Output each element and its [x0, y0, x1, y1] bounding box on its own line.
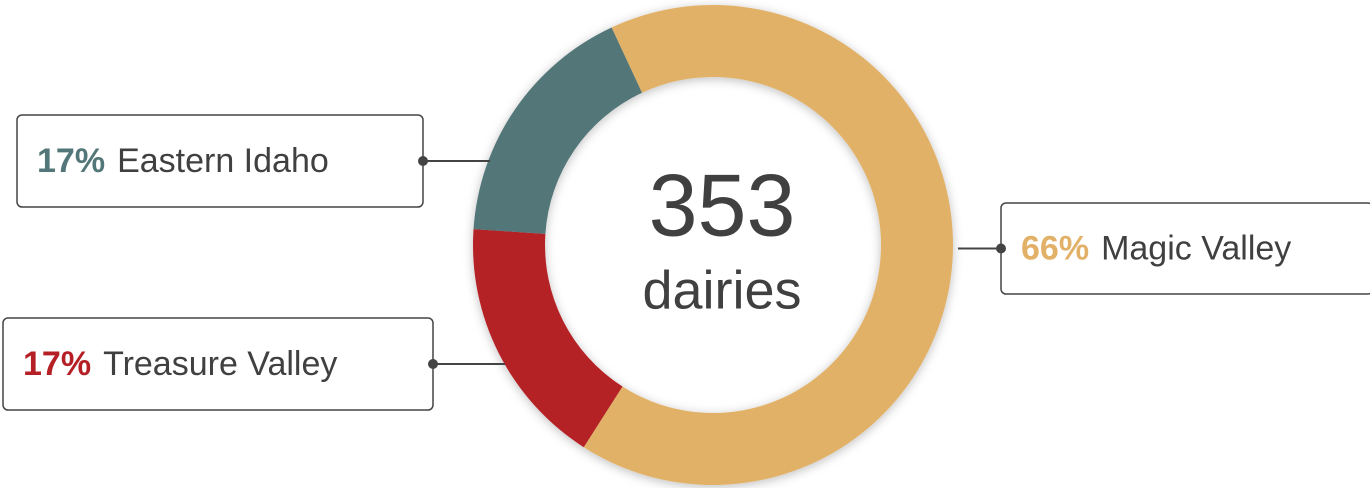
center-value: 353	[649, 155, 796, 254]
leader-dot	[996, 243, 1006, 254]
center-label: dairies	[642, 260, 801, 320]
category-label: Eastern Idaho	[117, 142, 329, 180]
callout-label: 17% Treasure Valley	[23, 345, 337, 383]
callouts: 66% Magic Valley 17% Treasure Valley 17% East…	[2, 114, 1370, 411]
donut-ring	[473, 4, 954, 486]
leader-dot	[418, 156, 428, 166]
category-label: Magic Valley	[1101, 229, 1291, 267]
percent-label: 17%	[23, 345, 91, 383]
donut-segment	[473, 229, 623, 448]
percent-label: 66%	[1021, 229, 1089, 267]
callout-label: 66% Magic Valley	[1021, 229, 1291, 267]
donut-segment	[473, 27, 643, 234]
donut-segment	[583, 4, 954, 486]
percent-label: 17%	[37, 142, 105, 180]
category-label: Treasure Valley	[103, 345, 337, 383]
leader-dot	[428, 359, 438, 369]
callout-label: 17% Eastern Idaho	[37, 142, 329, 180]
